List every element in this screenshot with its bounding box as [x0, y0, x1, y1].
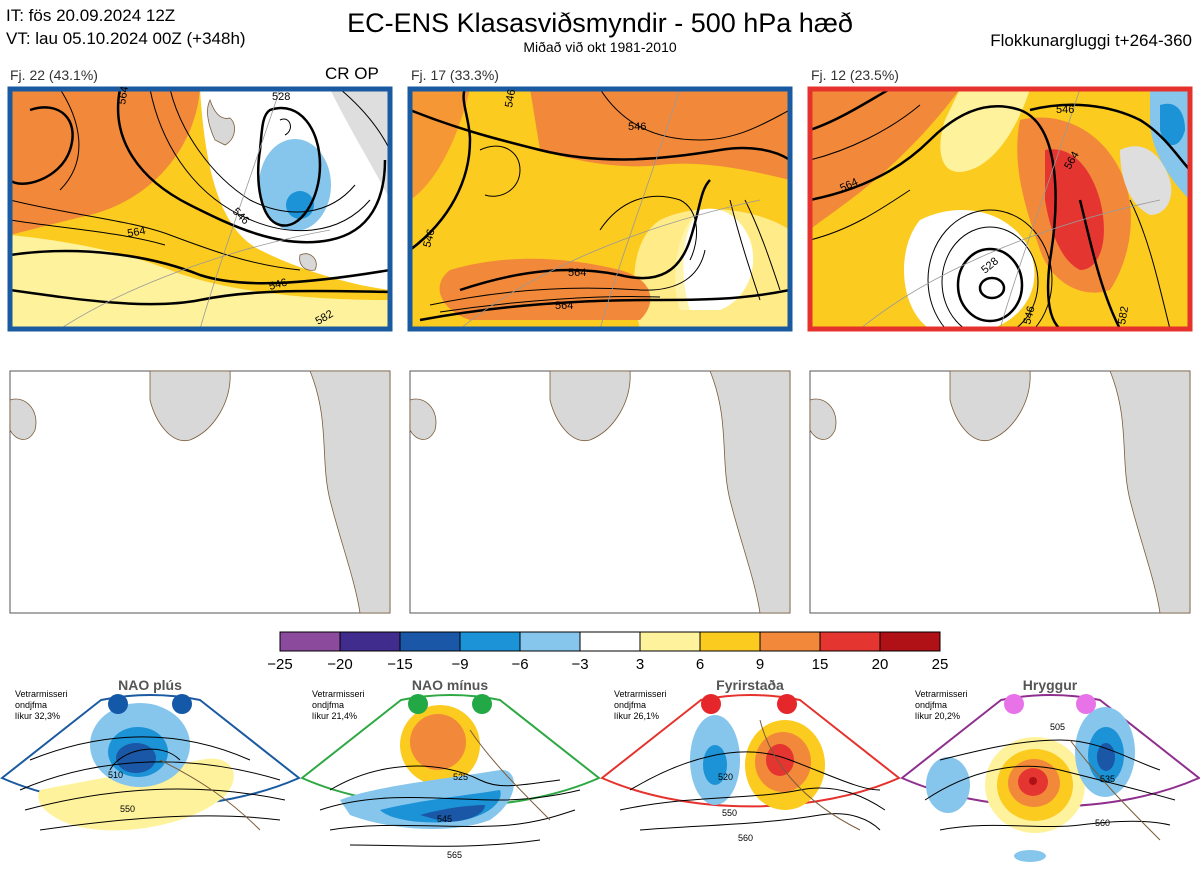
colorbar-tick-label: −6	[511, 656, 528, 673]
colorbar-tick-label: 6	[696, 656, 704, 673]
colorbar-swatch	[279, 631, 341, 652]
colorbar-tick-label: −9	[451, 656, 468, 673]
regime-2-dot-left	[408, 694, 428, 714]
regime-3-contour-label-3: 560	[738, 833, 753, 843]
regime-3-panel	[600, 694, 901, 831]
empty-map-2	[409, 370, 791, 614]
cluster-3-frame	[807, 86, 1193, 332]
regime-4-contour-label-2: 535	[1100, 774, 1115, 784]
cluster-1-frame	[7, 86, 393, 332]
colorbar-swatch	[699, 631, 761, 652]
colorbar-tick-label: −15	[387, 656, 412, 673]
colorbar-swatch	[459, 631, 521, 652]
regime-1-title: NAO plús	[118, 677, 182, 693]
regime-1-info-1: Vetrarmisseri	[15, 689, 68, 699]
regime-3-contour-label-1: 520	[718, 772, 733, 782]
empty-map-3	[809, 370, 1191, 614]
cluster-3-contour-label-5: 546	[1021, 305, 1037, 326]
cluster-2-contour-label-4: 564	[568, 267, 586, 279]
regime-1-dot-left	[108, 694, 128, 714]
colorbar-tick-label: 25	[932, 656, 949, 673]
regime-3-dot-left	[701, 694, 721, 714]
regime-2-contour-label-1: 525	[453, 772, 468, 782]
init-time: IT: fös 20.09.2024 12Z	[6, 6, 176, 25]
colorbar-swatch	[759, 631, 821, 652]
cluster-3-contour-label-6: 582	[1116, 305, 1131, 325]
regime-4-info-2: ondjfma	[915, 700, 947, 710]
cluster-2-frame	[407, 86, 793, 332]
cluster-3-contour-label-1: 546	[1056, 104, 1074, 116]
regime-2-panel	[300, 694, 601, 847]
page-subtitle: Miðað við okt 1981-2010	[523, 39, 677, 55]
regime-3-info-2: ondjfma	[614, 700, 646, 710]
regime-4-info-1: Vetrarmisseri	[915, 689, 968, 699]
regime-1-panel	[0, 694, 301, 831]
page-title: EC-ENS Klasasviðsmyndir - 500 hPa hæð	[347, 8, 853, 38]
cluster-3-label: Fj. 12 (23.5%)	[811, 67, 899, 83]
window-label: Flokkunargluggi t+264-360	[990, 31, 1192, 50]
regime-1-contour-label-1: 510	[108, 770, 123, 780]
regime-3-dot-right	[777, 694, 797, 714]
colorbar: −25 −20 −15 −9 −6 −3 3 6 9 15 20 25	[267, 631, 949, 673]
regime-1-dot-right	[172, 694, 192, 714]
cluster-1-map	[10, 89, 390, 329]
regime-1-info-2: ondjfma	[15, 700, 47, 710]
regime-1-info-3: líkur 32,3%	[15, 711, 60, 721]
regime-4-contour-label-1: 505	[1050, 722, 1065, 732]
cluster-3-map	[810, 89, 1190, 329]
regime-4-dot-left	[1004, 694, 1024, 714]
cluster-1-contour-label-4: 564	[126, 225, 146, 240]
colorbar-tick-label: 9	[756, 656, 764, 673]
colorbar-swatch	[639, 631, 701, 652]
regime-2-title: NAO mínus	[412, 677, 488, 693]
cluster-2-label: Fj. 17 (33.3%)	[411, 67, 499, 83]
regime-2-info-2: ondjfma	[312, 700, 344, 710]
colorbar-swatch	[519, 631, 581, 652]
regime-4-title: Hryggur	[1023, 677, 1078, 693]
colorbar-swatch	[399, 631, 461, 652]
colorbar-swatch	[879, 631, 941, 652]
regime-4-info-3: líkur 20,2%	[915, 711, 960, 721]
regime-4-panel	[900, 694, 1200, 862]
cluster-1-contour-label-6: 546	[268, 277, 289, 293]
colorbar-tick-label: −25	[267, 656, 292, 673]
colorbar-swatch	[819, 631, 881, 652]
cluster-2-contour-label-5: 564	[555, 300, 573, 312]
regime-2-contour-label-2: 545	[437, 814, 452, 824]
cluster-2-map	[410, 89, 790, 329]
colorbar-tick-label: −3	[571, 656, 588, 673]
regime-3-info-1: Vetrarmisseri	[614, 689, 667, 699]
empty-map-1	[9, 370, 391, 614]
regime-3-info-3: líkur 26,1%	[614, 711, 659, 721]
regime-3-title: Fyrirstaða	[716, 677, 784, 693]
colorbar-swatch	[579, 631, 641, 652]
regime-1-contour-label-2: 550	[120, 804, 135, 814]
cluster-1-extra: CR OP	[325, 64, 379, 83]
regime-2-info-3: líkur 21,4%	[312, 711, 357, 721]
colorbar-tick-label: 20	[872, 656, 889, 673]
cluster-1-contour-label-1: 564	[116, 85, 131, 105]
valid-time: VT: lau 05.10.2024 00Z (+348h)	[6, 29, 246, 48]
regime-3-contour-label-2: 550	[722, 808, 737, 818]
cluster-2-contour-label-3: 546	[421, 228, 437, 249]
cluster-2-contour-label-1: 546	[503, 88, 518, 108]
regime-4-contour-label-3: 560	[1095, 818, 1110, 828]
cluster-1-label: Fj. 22 (43.1%)	[10, 67, 98, 83]
colorbar-tick-label: 3	[636, 656, 644, 673]
colorbar-tick-label: −20	[327, 656, 352, 673]
cluster-2-contour-label-2: 546	[628, 121, 646, 133]
regime-2-dot-right	[472, 694, 492, 714]
regime-4-dot-right	[1076, 694, 1096, 714]
regime-2-contour-label-3: 565	[447, 850, 462, 860]
cluster-1-contour-label-3: 528	[272, 91, 290, 103]
colorbar-swatch	[339, 631, 401, 652]
header-info: IT: fös 20.09.2024 12Z VT: lau 05.10.202…	[6, 4, 246, 50]
colorbar-tick-label: 15	[812, 656, 829, 673]
regime-2-info-1: Vetrarmisseri	[312, 689, 365, 699]
